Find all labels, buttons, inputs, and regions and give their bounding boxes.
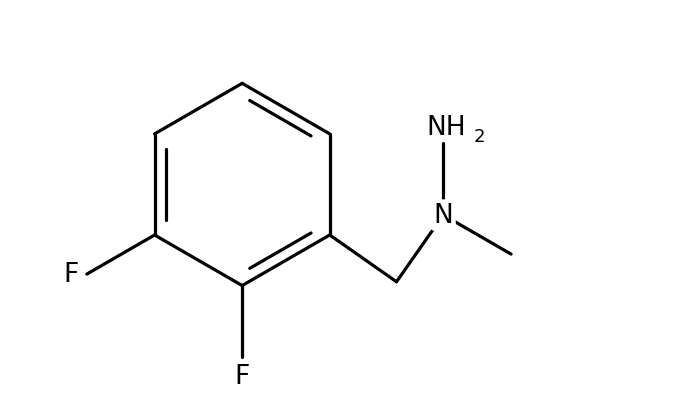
Text: F: F [64, 261, 79, 288]
Text: 2: 2 [474, 127, 486, 145]
Text: N: N [433, 202, 453, 228]
Text: NH: NH [427, 115, 466, 141]
Text: F: F [235, 363, 250, 389]
